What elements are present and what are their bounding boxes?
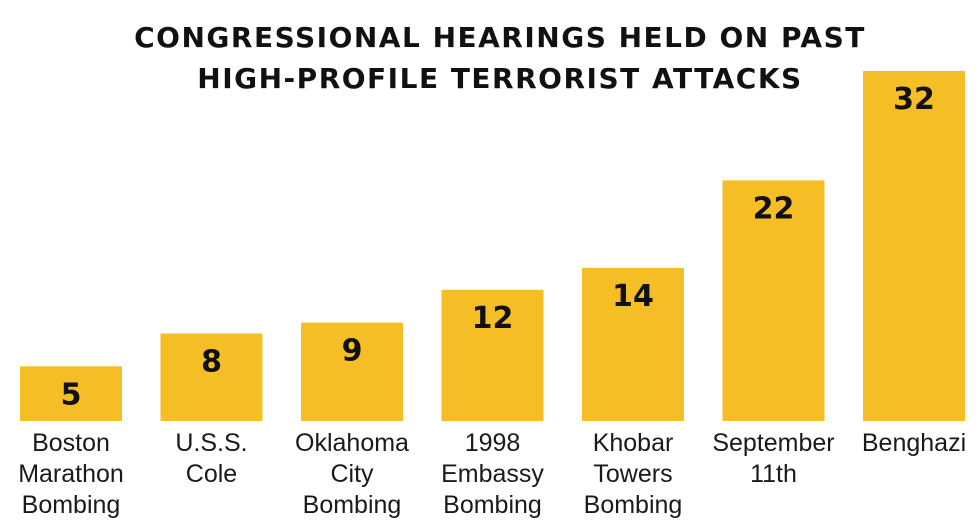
- category-labels: Boston Marathon Bombing U.S.S. Cole Oklahoma C…: [18, 429, 966, 519]
- category-label-0-line-1: Marathon: [18, 460, 124, 488]
- chart-title-line-2: HIGH-PROFILE TERRORIST ATTACKS: [197, 62, 802, 95]
- bar-4: [582, 267, 684, 421]
- bar-value-label-5: 22: [753, 191, 795, 226]
- category-label-2-line-1: City: [330, 460, 374, 488]
- category-label-3-line-0: 1998: [465, 429, 521, 457]
- category-label-5-line-1: 11th: [750, 460, 797, 488]
- category-label-5-line-0: September: [712, 429, 834, 457]
- category-label-2-line-2: Bombing: [303, 491, 402, 519]
- chart-title: CONGRESSIONAL HEARINGS HELD ON PAST HIGH…: [134, 21, 866, 95]
- bar-value-label-1: 8: [201, 345, 222, 380]
- bar-value-label-0: 5: [61, 377, 82, 412]
- category-label-2-line-0: Oklahoma: [295, 429, 409, 457]
- bar-value-label-4: 14: [612, 279, 654, 314]
- category-label-6-line-0: Benghazi: [862, 429, 966, 457]
- category-label-0-line-2: Bombing: [22, 491, 121, 519]
- bar-value-labels: 5 8 9 12 14 22 32: [61, 82, 935, 412]
- bar-6: [863, 71, 965, 421]
- bar-3: [441, 289, 544, 422]
- category-label-0-line-0: Boston: [32, 429, 110, 457]
- bar-value-label-3: 12: [472, 301, 514, 336]
- bar-value-label-6: 32: [893, 82, 935, 117]
- category-label-1-line-1: Cole: [186, 460, 237, 488]
- category-label-4-line-1: Towers: [593, 460, 672, 488]
- chart-title-line-1: CONGRESSIONAL HEARINGS HELD ON PAST: [134, 21, 866, 54]
- category-label-3-line-2: Bombing: [443, 491, 542, 519]
- bars: [20, 71, 965, 422]
- bar-5: [722, 180, 825, 421]
- bar-value-label-2: 9: [342, 334, 363, 369]
- category-label-1-line-0: U.S.S.: [175, 429, 247, 457]
- category-label-3-line-1: Embassy: [441, 460, 544, 488]
- bar-0: [20, 366, 122, 421]
- category-label-4-line-0: Khobar: [593, 429, 674, 457]
- category-label-4-line-2: Bombing: [584, 491, 683, 519]
- bar-2: [301, 322, 403, 421]
- bar-1: [160, 333, 263, 421]
